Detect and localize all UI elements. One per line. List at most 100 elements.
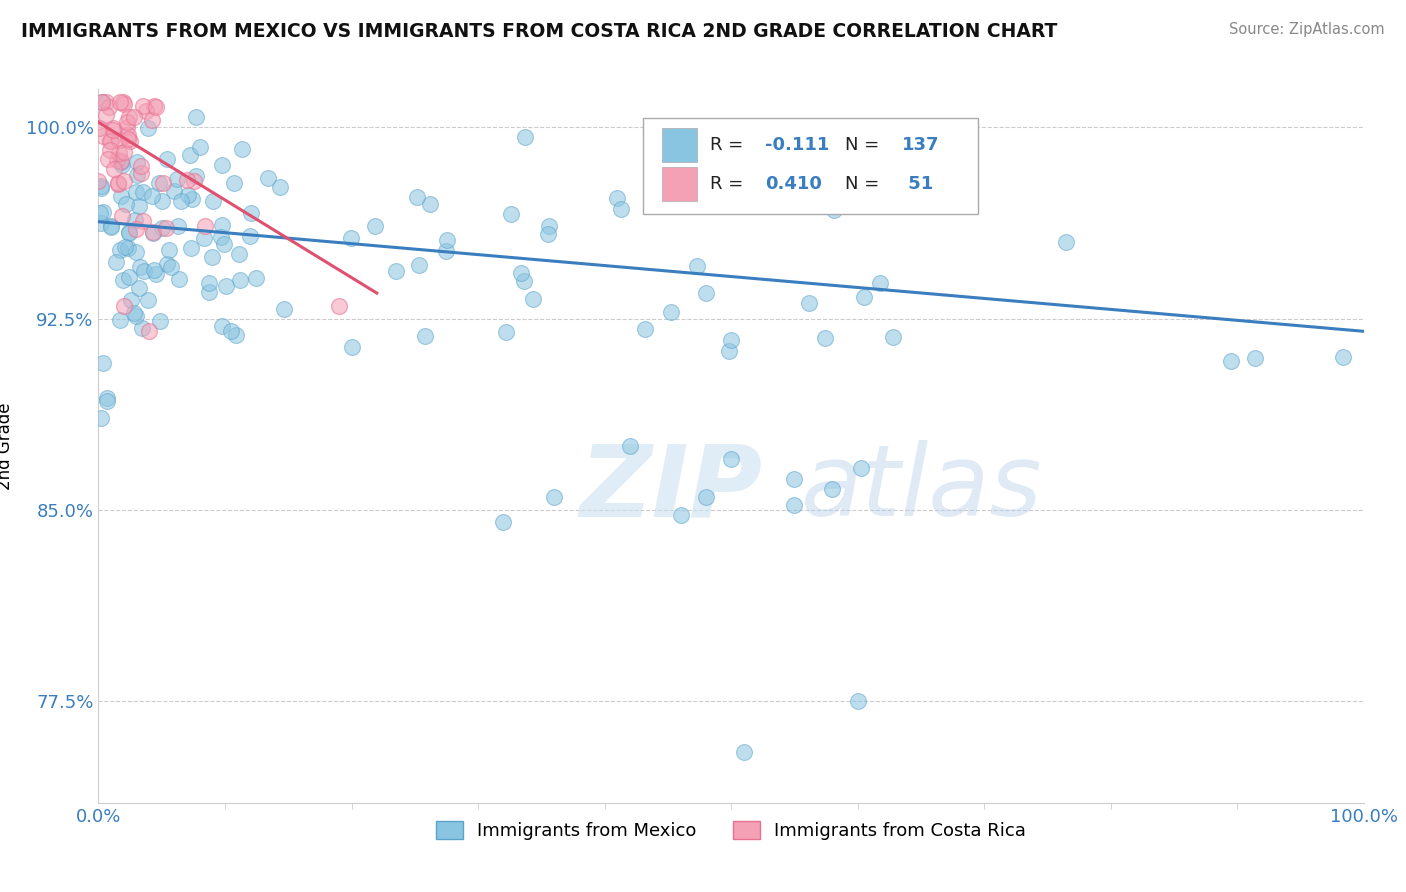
Immigrants from Mexico — [110, 189, 132, 203]
Immigrants from Mexico — [176, 188, 198, 202]
Immigrants from Mexico — [124, 212, 146, 227]
Immigrants from Mexico — [364, 219, 387, 233]
Immigrants from Costa Rica — [117, 115, 139, 129]
Immigrants from Costa Rica — [183, 174, 205, 188]
Text: 137: 137 — [903, 136, 939, 153]
Immigrants from Mexico — [193, 231, 215, 245]
Immigrants from Mexico — [224, 177, 246, 191]
Immigrants from Mexico — [733, 745, 755, 759]
Immigrants from Mexico — [156, 152, 179, 166]
Immigrants from Mexico — [91, 205, 114, 219]
Immigrants from Costa Rica — [103, 162, 125, 177]
Text: IMMIGRANTS FROM MEXICO VS IMMIGRANTS FROM COSTA RICA 2ND GRADE CORRELATION CHART: IMMIGRANTS FROM MEXICO VS IMMIGRANTS FRO… — [21, 22, 1057, 41]
Immigrants from Costa Rica — [122, 110, 145, 124]
Immigrants from Mexico — [179, 148, 201, 162]
Immigrants from Mexico — [211, 218, 233, 232]
Immigrants from Costa Rica — [142, 99, 165, 113]
Immigrants from Mexico — [188, 140, 211, 154]
Immigrants from Mexico — [90, 178, 112, 193]
Immigrants from Mexico — [436, 233, 458, 247]
Immigrants from Mexico — [641, 194, 664, 208]
Immigrants from Mexico — [142, 227, 165, 241]
FancyBboxPatch shape — [643, 118, 979, 214]
Immigrants from Mexico — [225, 328, 247, 343]
Immigrants from Mexico — [180, 241, 202, 255]
Immigrants from Mexico — [695, 490, 717, 504]
Immigrants from Costa Rica — [118, 110, 141, 124]
Immigrants from Mexico — [239, 229, 262, 244]
Immigrants from Mexico — [228, 246, 250, 260]
Immigrants from Costa Rica — [135, 104, 157, 119]
Immigrants from Costa Rica — [107, 145, 129, 160]
Immigrants from Mexico — [882, 329, 904, 343]
Immigrants from Costa Rica — [91, 128, 114, 143]
Text: atlas: atlas — [801, 441, 1042, 537]
Immigrants from Mexico — [256, 171, 278, 186]
Immigrants from Costa Rica — [155, 221, 177, 235]
Immigrants from Mexico — [96, 392, 118, 406]
Text: R =: R = — [710, 136, 748, 153]
FancyBboxPatch shape — [661, 167, 697, 202]
Immigrants from Costa Rica — [112, 174, 135, 188]
Immigrants from Mexico — [110, 313, 132, 327]
Immigrants from Costa Rica — [103, 121, 125, 136]
Immigrants from Mexico — [659, 305, 682, 319]
Immigrants from Mexico — [128, 199, 150, 213]
Immigrants from Mexico — [170, 194, 193, 208]
Immigrants from Mexico — [669, 508, 692, 522]
Immigrants from Mexico — [783, 498, 806, 512]
Immigrants from Mexico — [385, 264, 408, 278]
Immigrants from Costa Rica — [132, 99, 155, 113]
Immigrants from Costa Rica — [152, 177, 174, 191]
Immigrants from Mexico — [91, 95, 114, 109]
Immigrants from Mexico — [89, 206, 111, 220]
Immigrants from Mexico — [128, 260, 150, 274]
Text: N =: N = — [845, 136, 884, 153]
Immigrants from Mexico — [406, 190, 429, 204]
Immigrants from Mexico — [823, 202, 845, 217]
Immigrants from Mexico — [492, 516, 515, 530]
Immigrants from Mexico — [100, 219, 122, 233]
Immigrants from Mexico — [610, 202, 633, 217]
Immigrants from Mexico — [821, 483, 844, 497]
Text: Source: ZipAtlas.com: Source: ZipAtlas.com — [1229, 22, 1385, 37]
Immigrants from Costa Rica — [87, 120, 110, 135]
Immigrants from Mexico — [136, 120, 159, 135]
Immigrants from Mexico — [118, 270, 141, 285]
Immigrants from Costa Rica — [103, 122, 125, 136]
Immigrants from Mexico — [852, 290, 875, 304]
Text: -0.111: -0.111 — [765, 136, 830, 153]
Immigrants from Mexico — [211, 318, 233, 333]
Immigrants from Mexico — [269, 180, 291, 194]
Immigrants from Mexico — [245, 270, 267, 285]
Immigrants from Mexico — [125, 245, 148, 260]
Immigrants from Mexico — [634, 322, 657, 336]
Immigrants from Mexico — [219, 324, 242, 338]
Immigrants from Mexico — [110, 154, 132, 169]
Immigrants from Mexico — [1220, 353, 1243, 368]
Immigrants from Mexico — [606, 191, 628, 205]
Immigrants from Mexico — [202, 194, 225, 208]
Immigrants from Costa Rica — [87, 174, 110, 188]
Immigrants from Mexico — [131, 185, 153, 199]
Immigrants from Mexico — [434, 244, 457, 259]
Immigrants from Mexico — [1244, 351, 1267, 366]
Immigrants from Costa Rica — [138, 324, 160, 338]
Immigrants from Mexico — [118, 226, 141, 240]
Immigrants from Costa Rica — [98, 100, 121, 114]
Immigrants from Costa Rica — [118, 134, 141, 148]
Immigrants from Costa Rica — [142, 225, 165, 239]
Immigrants from Mexico — [215, 278, 238, 293]
Immigrants from Mexico — [198, 285, 221, 299]
Immigrants from Mexico — [342, 340, 364, 354]
Immigrants from Mexico — [148, 177, 170, 191]
Immigrants from Costa Rica — [141, 113, 163, 128]
Immigrants from Mexico — [167, 219, 190, 234]
Immigrants from Costa Rica — [98, 143, 121, 157]
Immigrants from Mexico — [783, 472, 806, 486]
Immigrants from Mexico — [538, 219, 561, 233]
Immigrants from Costa Rica — [131, 159, 153, 173]
Immigrants from Mexico — [96, 393, 118, 408]
Immigrants from Costa Rica — [111, 95, 134, 109]
Immigrants from Mexico — [522, 292, 544, 306]
